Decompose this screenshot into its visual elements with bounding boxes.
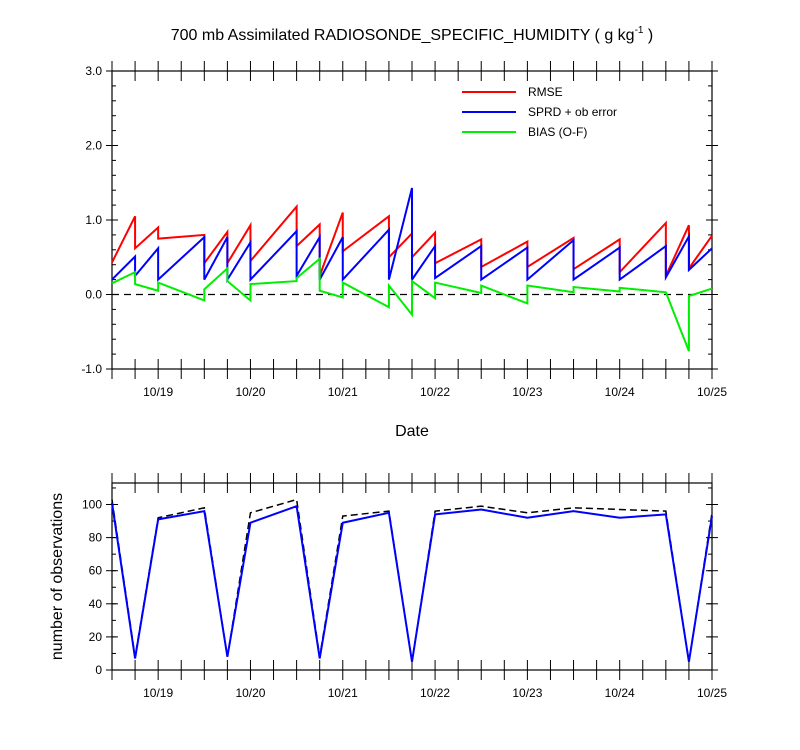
series-line-2	[111, 256, 713, 352]
title-suffix: )	[643, 27, 653, 44]
y-tick-label: 2.0	[85, 139, 102, 153]
x-tick-label: 10/19	[143, 385, 173, 399]
x-tick-label: 10/23	[512, 385, 542, 399]
x-tick-label: 10/19	[143, 686, 173, 700]
y-tick-label: 1.0	[85, 213, 102, 227]
series-line-1	[111, 187, 713, 284]
x-tick-label: 10/20	[235, 686, 265, 700]
x-tick-label: 10/21	[328, 686, 358, 700]
y-tick-label: 20	[89, 630, 103, 644]
top-panel: 10/19 10/20 10/21 10/22 10/23 10/24 10/25 -1.0 0…	[81, 25, 727, 440]
x-tick-label: 10/25	[697, 385, 727, 399]
y-tick-label: 60	[89, 564, 103, 578]
x-tick-label: 10/22	[420, 385, 450, 399]
legend-label-1: SPRD + ob error	[528, 105, 617, 119]
x-axis-title: Date	[395, 423, 429, 440]
y-tick-label: 0	[95, 663, 102, 677]
x-tick-label: 10/25	[697, 686, 727, 700]
y-axis-title: number of observations	[49, 493, 66, 660]
legend-label-2: BIAS (O-F)	[528, 125, 587, 139]
x-tick-label: 10/22	[420, 686, 450, 700]
title-superscript: -1	[635, 25, 644, 36]
legend-label-0: RMSE	[528, 85, 563, 99]
y-tick-label: 0.0	[85, 288, 102, 302]
x-tick-label: 10/20	[235, 385, 265, 399]
y-tick-label: 3.0	[85, 64, 102, 78]
x-tick-label: 10/21	[328, 385, 358, 399]
x-tick-label: 10/23	[512, 686, 542, 700]
series-line-0	[111, 498, 713, 662]
y-tick-label: 100	[82, 498, 102, 512]
bottom-panel: 10/19 10/20 10/21 10/22 10/23 10/24 10/25 0 20 40…	[49, 473, 727, 700]
y-tick-label: 80	[89, 531, 103, 545]
x-tick-label: 10/24	[605, 686, 635, 700]
chart-title: 700 mb Assimilated RADIOSONDE_SPECIFIC_H…	[171, 25, 654, 44]
y-tick-label: 40	[89, 597, 103, 611]
x-tick-label: 10/24	[605, 385, 635, 399]
title-main: 700 mb Assimilated RADIOSONDE_SPECIFIC_H…	[171, 27, 635, 44]
series-line-1	[111, 502, 713, 662]
y-tick-label: -1.0	[81, 362, 102, 376]
